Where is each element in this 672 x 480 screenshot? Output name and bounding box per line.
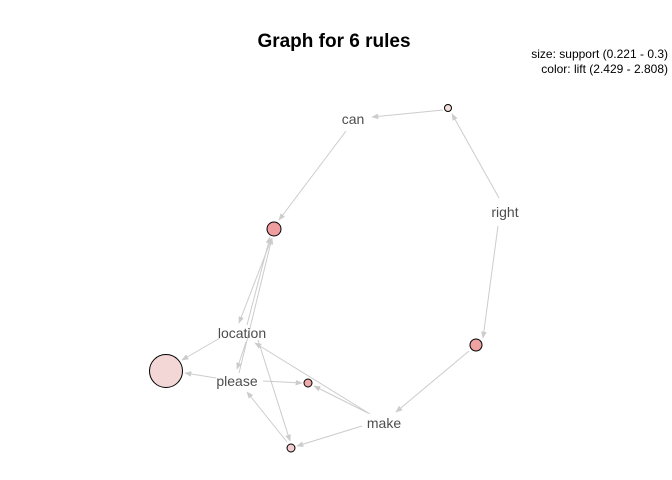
edge-make-to-rule-low — [313, 385, 369, 414]
edge-rule-small-to-please — [246, 391, 288, 443]
edge-rule-top-to-can — [371, 109, 444, 120]
edge-please-to-rule-mid — [238, 237, 274, 374]
edge-please-to-rule-big — [184, 371, 217, 379]
edge-location-to-rule-big — [181, 337, 221, 361]
rule-nodes — [149, 104, 483, 453]
edge-rule-right-to-make — [395, 350, 470, 413]
item-labels: can right location please make — [216, 111, 518, 431]
edge-make-to-rule-small — [296, 425, 363, 447]
edge-can-to-rule-mid — [278, 130, 347, 221]
edge-make-to-location — [254, 342, 371, 415]
edge-right-to-rule-right — [481, 225, 499, 339]
rule-node-right — [469, 338, 483, 352]
rule-node-small — [286, 443, 296, 453]
rule-node-low — [303, 378, 313, 388]
rule-node-mid — [266, 221, 282, 237]
item-label-right: right — [491, 204, 518, 220]
item-label-location: location — [218, 325, 266, 341]
item-label-can: can — [342, 111, 365, 127]
edges — [181, 109, 500, 447]
legend-color: color: lift (2.429 - 2.808) — [541, 62, 668, 76]
edge-please-to-rule-low — [262, 379, 303, 386]
graph-title: Graph for 6 rules — [257, 31, 410, 52]
rule-node-top — [444, 104, 452, 112]
edge-location-to-please — [236, 341, 247, 370]
edge-location-to-rule-small — [257, 339, 291, 442]
item-label-make: make — [367, 415, 401, 431]
edge-rule-mid-to-location — [238, 239, 272, 324]
legend-size: size: support (0.221 - 0.3) — [531, 47, 668, 61]
rule-node-big — [149, 354, 183, 388]
edge-right-to-rule-top — [451, 113, 500, 199]
item-label-please: please — [216, 373, 257, 389]
